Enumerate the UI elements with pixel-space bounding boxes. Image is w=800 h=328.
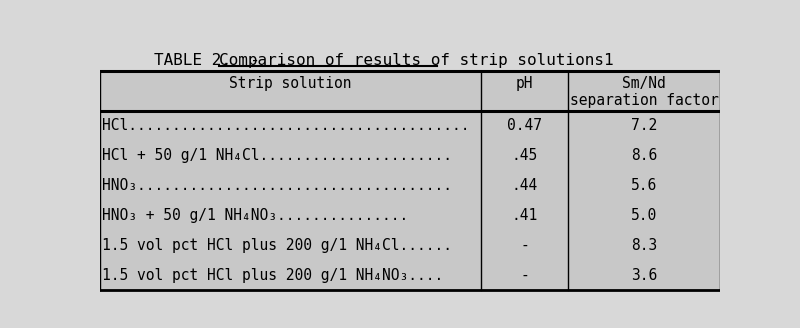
Text: HCl.......................................: HCl.....................................…: [102, 118, 469, 133]
Text: .44: .44: [511, 178, 538, 193]
Text: .45: .45: [511, 148, 538, 163]
Text: .41: .41: [511, 208, 538, 223]
Text: HNO₃ + 50 g/1 NH₄NO₃...............: HNO₃ + 50 g/1 NH₄NO₃...............: [102, 208, 408, 223]
Text: Sm/Nd: Sm/Nd: [622, 76, 666, 91]
Text: 8.3: 8.3: [631, 238, 657, 253]
Text: 3.6: 3.6: [631, 268, 657, 283]
Text: separation factor: separation factor: [570, 93, 718, 109]
Text: HNO₃....................................: HNO₃....................................: [102, 178, 451, 193]
Text: -: -: [520, 238, 529, 253]
Text: 8.6: 8.6: [631, 148, 657, 163]
Bar: [100, 71, 720, 290]
Text: TABLE 2.  -: TABLE 2. -: [154, 53, 270, 68]
Text: pH: pH: [516, 76, 534, 91]
Text: 5.0: 5.0: [631, 208, 657, 223]
Text: Comparison of results of strip solutions1: Comparison of results of strip solutions…: [218, 53, 613, 68]
Text: Strip solution: Strip solution: [230, 76, 352, 91]
Text: 0.47: 0.47: [507, 118, 542, 133]
Text: 1.5 vol pct HCl plus 200 g/1 NH₄Cl......: 1.5 vol pct HCl plus 200 g/1 NH₄Cl......: [102, 238, 451, 253]
Text: 7.2: 7.2: [631, 118, 657, 133]
Text: 5.6: 5.6: [631, 178, 657, 193]
Text: -: -: [520, 268, 529, 283]
Text: HCl + 50 g/1 NH₄Cl......................: HCl + 50 g/1 NH₄Cl......................: [102, 148, 451, 163]
Text: 1.5 vol pct HCl plus 200 g/1 NH₄NO₃....: 1.5 vol pct HCl plus 200 g/1 NH₄NO₃....: [102, 268, 443, 283]
